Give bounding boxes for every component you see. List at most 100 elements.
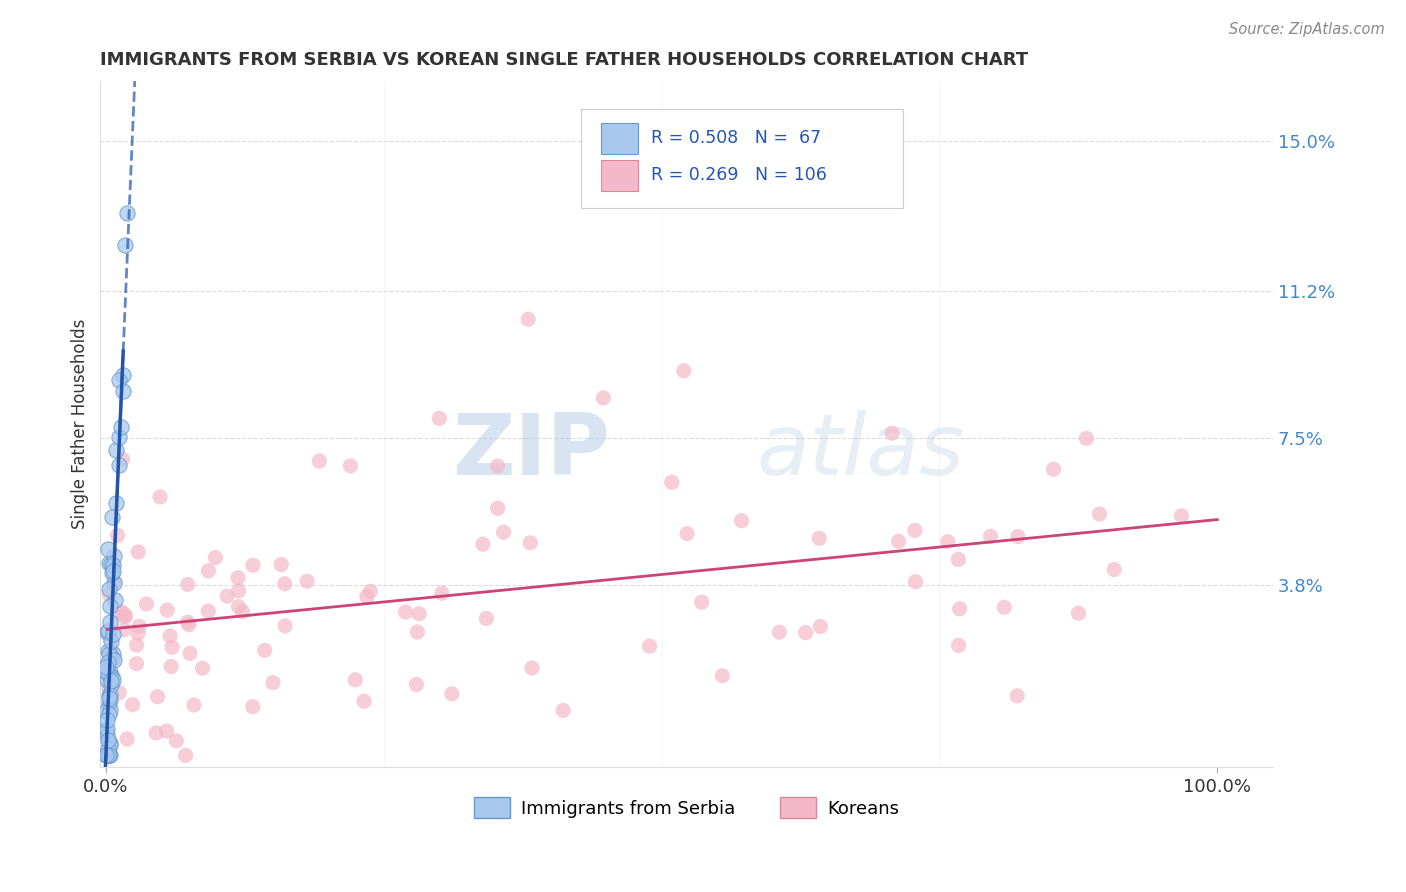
Point <box>97 542 120 557</box>
Point <box>100 557 122 571</box>
Point <box>174 748 197 763</box>
Point <box>112 609 135 624</box>
Point <box>104 574 127 589</box>
Point <box>159 629 181 643</box>
Point <box>177 617 200 632</box>
Point <box>101 510 124 524</box>
Point <box>356 590 378 604</box>
Point <box>96 660 118 674</box>
Point <box>156 724 179 739</box>
Point <box>127 626 149 640</box>
Point <box>98 631 121 645</box>
Point <box>475 611 498 625</box>
Point <box>98 738 121 752</box>
Point <box>160 640 183 655</box>
Point <box>103 653 125 667</box>
Point <box>96 748 118 763</box>
Point <box>253 643 276 657</box>
Point <box>98 706 121 721</box>
Point <box>97 690 120 705</box>
Point <box>794 625 817 640</box>
Point <box>242 558 264 573</box>
Point <box>96 748 118 763</box>
Point <box>96 624 118 639</box>
Point <box>127 545 149 559</box>
Point <box>101 650 124 665</box>
Point <box>270 558 292 572</box>
Point <box>103 558 125 573</box>
Point <box>98 688 121 702</box>
Point <box>553 703 575 717</box>
Point <box>96 673 118 687</box>
Point <box>904 524 927 538</box>
Point <box>98 587 121 601</box>
Point <box>197 564 219 578</box>
Point <box>486 459 509 474</box>
Point <box>98 599 121 614</box>
Point <box>96 728 118 742</box>
Point <box>661 475 683 490</box>
Point <box>101 566 124 580</box>
Point <box>97 644 120 658</box>
Point <box>295 574 318 589</box>
Point <box>486 501 509 516</box>
Point <box>165 734 187 748</box>
Point <box>406 625 429 640</box>
Point <box>107 528 129 542</box>
Point <box>492 525 515 540</box>
Point <box>359 584 381 599</box>
Point <box>100 678 122 692</box>
Point <box>262 675 284 690</box>
Point <box>948 552 970 566</box>
Point <box>103 575 125 590</box>
Point <box>98 648 121 662</box>
Point <box>110 420 132 434</box>
Point <box>638 639 661 653</box>
Bar <box>600 160 638 191</box>
Point <box>98 748 121 763</box>
Point <box>672 364 695 378</box>
Text: Source: ZipAtlas.com: Source: ZipAtlas.com <box>1229 22 1385 37</box>
Point <box>520 661 543 675</box>
Point <box>98 582 121 597</box>
Point <box>273 577 295 591</box>
Point <box>145 726 167 740</box>
Point <box>471 537 494 551</box>
Point <box>156 603 179 617</box>
Point <box>121 698 143 712</box>
Point <box>135 597 157 611</box>
Point <box>808 532 831 546</box>
Point <box>98 696 121 710</box>
Y-axis label: Single Father Households: Single Father Households <box>72 319 89 530</box>
Point <box>115 206 138 220</box>
Text: IMMIGRANTS FROM SERBIA VS KOREAN SINGLE FATHER HOUSEHOLDS CORRELATION CHART: IMMIGRANTS FROM SERBIA VS KOREAN SINGLE … <box>100 51 1028 69</box>
Point <box>394 605 416 619</box>
Point <box>353 694 375 708</box>
Point <box>96 665 118 679</box>
Point <box>96 723 118 738</box>
Point <box>204 550 226 565</box>
Point <box>97 748 120 763</box>
Point <box>105 496 128 510</box>
Point <box>228 599 250 614</box>
Point <box>125 657 148 671</box>
Point <box>98 615 121 630</box>
Point <box>97 748 120 763</box>
Point <box>242 699 264 714</box>
Point <box>97 668 120 682</box>
Point <box>1007 529 1029 543</box>
Point <box>97 733 120 747</box>
Point <box>690 595 713 609</box>
Point <box>98 703 121 717</box>
Point <box>97 748 120 763</box>
Point <box>97 679 120 693</box>
Point <box>980 529 1002 543</box>
Point <box>104 443 127 458</box>
Point <box>1067 606 1090 620</box>
Point <box>887 534 910 549</box>
Text: ZIP: ZIP <box>453 410 610 493</box>
Point <box>97 656 120 670</box>
Text: atlas: atlas <box>756 410 965 493</box>
Point <box>274 619 297 633</box>
Point <box>344 673 367 687</box>
